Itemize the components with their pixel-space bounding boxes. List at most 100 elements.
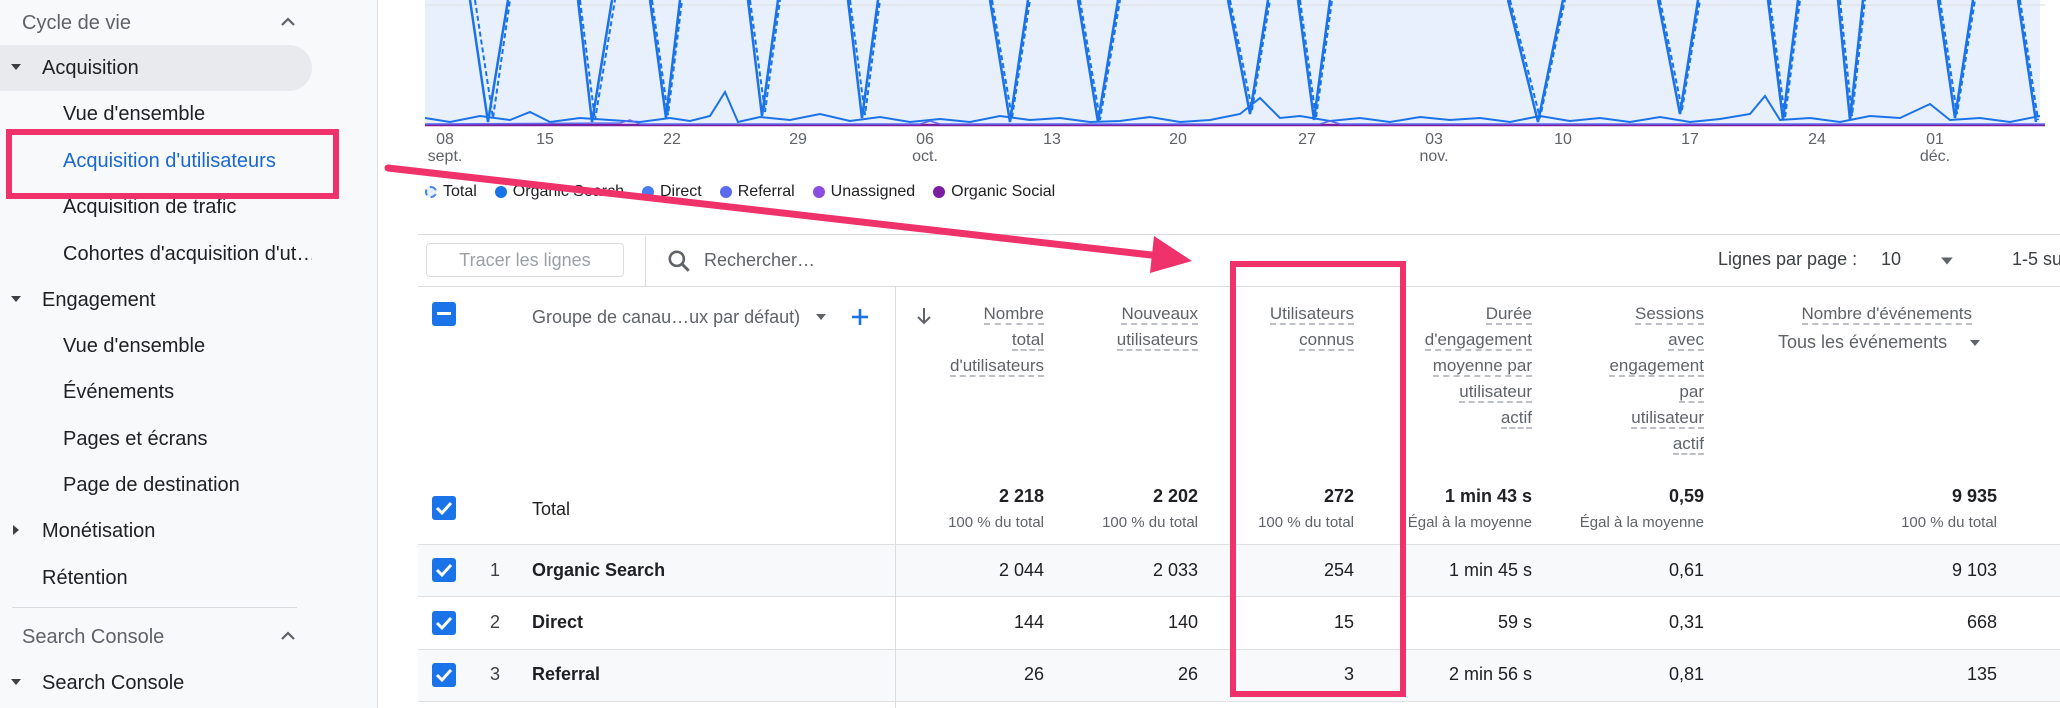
sidebar-group-label: Engagement	[42, 288, 156, 311]
total-sessions: 0,59	[1668, 486, 1704, 506]
sidebar-group-acquisition[interactable]: Acquisition	[0, 45, 312, 91]
legend-item-organic-social[interactable]: Organic Social	[933, 183, 1055, 201]
column-header-engagement-time[interactable]: Durée d'engagement moyenne par utilisate…	[1424, 304, 1532, 429]
x-tick: 01 déc.	[1919, 131, 1951, 165]
row-sessions: 0,31	[1668, 612, 1704, 632]
sidebar-group-search-console[interactable]: Search Console	[0, 660, 312, 706]
row-rank: 3	[490, 664, 501, 684]
sidebar-item-pages-screens[interactable]: Pages et écrans	[0, 416, 312, 462]
column-header-new-users[interactable]: Nouveaux utilisateurs	[1116, 304, 1198, 351]
sidebar-group-label: Acquisition	[42, 56, 139, 79]
x-tick: 03 nov.	[1419, 131, 1449, 165]
row-channel-name[interactable]: Organic Search	[532, 560, 666, 580]
check-icon	[435, 501, 453, 516]
total-known-users-pct: 100 % du total	[1258, 514, 1354, 531]
caret-down-icon[interactable]	[1969, 337, 1981, 349]
check-icon	[435, 616, 453, 631]
caret-down-icon[interactable]	[815, 311, 827, 323]
row-events: 668	[1966, 612, 1997, 632]
sidebar-item-acquisition-cohorts[interactable]: Cohortes d'acquisition d'ut…	[0, 231, 312, 277]
total-sessions-note: Égal à la moyenne	[1579, 514, 1704, 531]
x-tick: 27	[1298, 131, 1316, 148]
sidebar-item-events[interactable]: Événements	[0, 369, 312, 415]
total-row-checkbox[interactable]	[432, 496, 456, 520]
row-channel-name[interactable]: Referral	[532, 664, 601, 684]
legend-swatch	[933, 186, 946, 198]
sidebar-group-engagement[interactable]: Engagement	[0, 277, 312, 323]
caret-down-icon	[11, 679, 21, 685]
sidebar-item-label: Page de destination	[63, 473, 240, 496]
chart-plot	[424, 0, 2045, 127]
sidebar-group-monetisation[interactable]: Monétisation	[0, 508, 312, 554]
row-checkbox[interactable]	[432, 558, 456, 582]
dimension-selector[interactable]: Groupe de canau…ux par défaut)	[532, 307, 801, 327]
x-tick: 08 sept.	[427, 131, 463, 165]
row-sessions: 0,61	[1668, 560, 1704, 580]
sidebar-item-acq-overview[interactable]: Vue d'ensemble	[0, 91, 312, 137]
event-filter-select[interactable]: Tous les événements	[1778, 332, 1948, 352]
caret-down-icon	[11, 64, 21, 70]
legend-label: Direct	[659, 183, 702, 200]
section-lifecycle[interactable]: Cycle de vie	[0, 0, 312, 46]
row-sessions: 0,81	[1668, 664, 1704, 684]
sidebar-item-eng-overview[interactable]: Vue d'ensemble	[0, 323, 312, 369]
row-new-users: 140	[1167, 612, 1198, 632]
column-header-sessions[interactable]: Sessions avec engagement par utilisateur…	[1609, 304, 1704, 455]
x-tick: 13	[1043, 131, 1061, 148]
x-tick: 20	[1169, 131, 1187, 148]
table-row[interactable]	[418, 544, 2060, 596]
rows-per-page-select[interactable]: 10	[1881, 249, 1902, 269]
sidebar-item-traffic-acquisition[interactable]: Acquisition de trafic	[0, 184, 312, 230]
toolbar-divider	[418, 234, 2060, 235]
section-search-console[interactable]: Search Console	[0, 614, 312, 660]
sort-descending-icon[interactable]	[914, 306, 934, 326]
row-events: 9 103	[1951, 560, 1997, 580]
sidebar-item-label: Vue d'ensemble	[63, 102, 206, 125]
plot-rows-button[interactable]: Tracer les lignes	[426, 243, 624, 277]
caret-down-icon[interactable]	[1940, 254, 1954, 268]
x-tick: 10	[1554, 131, 1572, 148]
row-channel-name[interactable]: Direct	[532, 612, 584, 632]
total-events-pct: 100 % du total	[1901, 514, 1997, 531]
row-checkbox[interactable]	[432, 611, 456, 635]
sidebar-group-label: Monétisation	[42, 519, 156, 542]
line-chart: 08 sept. 15 22 29 06 oct. 13 20 27 03 nov. …	[420, 0, 2060, 210]
annotation-highlight-box	[1230, 261, 1406, 697]
row-total-users: 144	[1013, 612, 1044, 632]
toolbar-separator	[645, 236, 646, 286]
sidebar-item-label: Acquisition de trafic	[63, 195, 237, 218]
chevron-up-icon[interactable]	[278, 626, 298, 646]
row-known-users: 15	[1333, 612, 1354, 632]
add-dimension-icon[interactable]	[849, 306, 871, 328]
legend-swatch	[425, 186, 437, 198]
sidebar-item-label: Rétention	[42, 566, 128, 589]
row-divider	[418, 701, 2060, 702]
legend-item-total[interactable]: Total	[425, 183, 477, 201]
sidebar-item-label: Acquisition d'utilisateurs	[63, 149, 276, 172]
column-header-known-users[interactable]: Utilisateurs connus	[1269, 304, 1354, 351]
toolbar-divider	[418, 286, 2060, 287]
legend-label: Total	[443, 183, 477, 200]
sidebar-item-retention[interactable]: Rétention	[0, 555, 312, 601]
legend-label: Referral	[737, 183, 795, 200]
sidebar-item-landing-page[interactable]: Page de destination	[0, 462, 312, 508]
row-known-users: 3	[1343, 664, 1354, 684]
legend-item-referral[interactable]: Referral	[719, 183, 795, 201]
sidebar-nav: Cycle de vie Acquisition Vue d'ensemble …	[0, 0, 378, 708]
x-tick: 29	[789, 131, 807, 148]
row-total-users: 2 044	[998, 560, 1044, 580]
legend-item-unassigned[interactable]: Unassigned	[812, 183, 915, 201]
column-header-event-count[interactable]: Nombre d'événements	[1801, 304, 1972, 325]
sidebar-item-user-acquisition[interactable]: Acquisition d'utilisateurs	[0, 138, 312, 184]
search-icon[interactable]	[666, 248, 692, 274]
chevron-up-icon[interactable]	[278, 12, 298, 32]
row-divider	[418, 544, 2060, 545]
row-divider	[418, 649, 2060, 650]
x-tick: 24	[1808, 131, 1826, 148]
column-header-total-users[interactable]: Nombre total d'utilisateurs	[950, 304, 1044, 377]
search-input[interactable]	[704, 244, 1004, 276]
total-total-users: 2 218	[998, 486, 1044, 506]
total-events: 9 935	[1951, 486, 1997, 506]
select-all-checkbox[interactable]	[432, 302, 456, 326]
row-checkbox[interactable]	[432, 663, 456, 687]
